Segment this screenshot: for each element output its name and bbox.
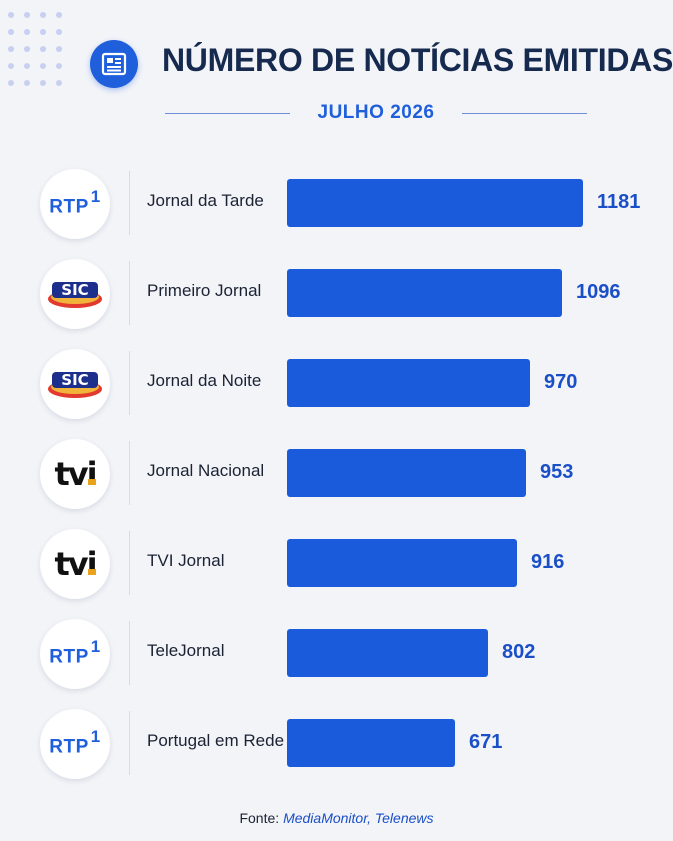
decorative-dot bbox=[56, 63, 62, 69]
chart-subtitle-group: JULHO 2026 bbox=[165, 100, 587, 128]
row-separator bbox=[129, 351, 130, 415]
subtitle-rule-right bbox=[462, 113, 587, 114]
decorative-dot bbox=[8, 63, 14, 69]
svg-text:SIC: SIC bbox=[61, 371, 88, 389]
row-separator bbox=[129, 621, 130, 685]
bar bbox=[287, 629, 488, 677]
data-label: 802 bbox=[502, 641, 536, 663]
bar bbox=[287, 719, 455, 767]
data-label: 1096 bbox=[576, 281, 621, 303]
data-label: 1181 bbox=[597, 191, 641, 213]
chart-row: RTP 1 Portugal em Rede 671 bbox=[0, 703, 673, 783]
source-prefix: Fonte: bbox=[239, 810, 280, 826]
svg-text:SIC: SIC bbox=[61, 281, 88, 299]
category-label: Primeiro Jornal bbox=[147, 281, 262, 300]
row-separator bbox=[129, 261, 130, 325]
chart-row: tvi Jornal Nacional 953 bbox=[0, 433, 673, 513]
channel-logo: SIC bbox=[40, 259, 110, 329]
row-separator bbox=[129, 531, 130, 595]
decorative-dot bbox=[56, 12, 62, 18]
decorative-dot bbox=[40, 46, 46, 52]
chart-title: NÚMERO DE NOTÍCIAS EMITIDAS bbox=[162, 42, 673, 78]
data-label: 671 bbox=[469, 731, 503, 753]
chart-row: tvi TVI Jornal 916 bbox=[0, 523, 673, 603]
decorative-dot bbox=[40, 12, 46, 18]
decorative-dot bbox=[8, 12, 14, 18]
decorative-dot bbox=[56, 80, 62, 86]
chart-row: RTP 1 TeleJornal 802 bbox=[0, 613, 673, 693]
newspaper-icon bbox=[90, 40, 138, 88]
decorative-dots bbox=[8, 12, 72, 112]
decorative-dot bbox=[24, 46, 30, 52]
channel-logo: SIC bbox=[40, 349, 110, 419]
data-label: 916 bbox=[531, 551, 565, 573]
bar bbox=[287, 539, 517, 587]
source-note: Fonte: MediaMonitor, Telenews bbox=[0, 810, 673, 826]
source-names: MediaMonitor, Telenews bbox=[283, 810, 434, 826]
chart-row: RTP 1 Jornal da Tarde 1181 bbox=[0, 163, 673, 243]
channel-logo: RTP 1 bbox=[40, 709, 110, 779]
decorative-dot bbox=[24, 63, 30, 69]
category-label: Portugal em Rede bbox=[147, 731, 285, 750]
chart-subtitle: JULHO 2026 bbox=[317, 102, 435, 123]
decorative-dot bbox=[56, 46, 62, 52]
category-label: Jornal da Tarde bbox=[147, 191, 264, 210]
decorative-dot bbox=[24, 80, 30, 86]
channel-logo: RTP 1 bbox=[40, 169, 110, 239]
decorative-dot bbox=[56, 29, 62, 35]
data-label: 970 bbox=[544, 371, 578, 393]
bar bbox=[287, 179, 583, 227]
decorative-dot bbox=[8, 80, 14, 86]
decorative-dot bbox=[40, 29, 46, 35]
bar bbox=[287, 359, 530, 407]
row-separator bbox=[129, 441, 130, 505]
category-label: Jornal da Noite bbox=[147, 371, 262, 390]
chart-row: SIC Primeiro Jornal 1096 bbox=[0, 253, 673, 333]
decorative-dot bbox=[8, 29, 14, 35]
channel-logo: tvi bbox=[40, 439, 110, 509]
row-separator bbox=[129, 711, 130, 775]
category-label: TVI Jornal bbox=[147, 551, 225, 570]
svg-text:tvi: tvi bbox=[54, 547, 95, 581]
channel-logo: RTP 1 bbox=[40, 619, 110, 689]
category-label: TeleJornal bbox=[147, 641, 225, 660]
decorative-dot bbox=[40, 63, 46, 69]
decorative-dot bbox=[8, 46, 14, 52]
row-separator bbox=[129, 171, 130, 235]
data-label: 953 bbox=[540, 461, 574, 483]
decorative-dot bbox=[40, 80, 46, 86]
bar bbox=[287, 269, 562, 317]
bar bbox=[287, 449, 526, 497]
svg-text:tvi: tvi bbox=[54, 457, 95, 491]
chart-row: SIC Jornal da Noite 970 bbox=[0, 343, 673, 423]
category-label: Jornal Nacional bbox=[147, 461, 265, 480]
channel-logo: tvi bbox=[40, 529, 110, 599]
subtitle-rule-left bbox=[165, 113, 290, 114]
decorative-dot bbox=[24, 29, 30, 35]
decorative-dot bbox=[24, 12, 30, 18]
